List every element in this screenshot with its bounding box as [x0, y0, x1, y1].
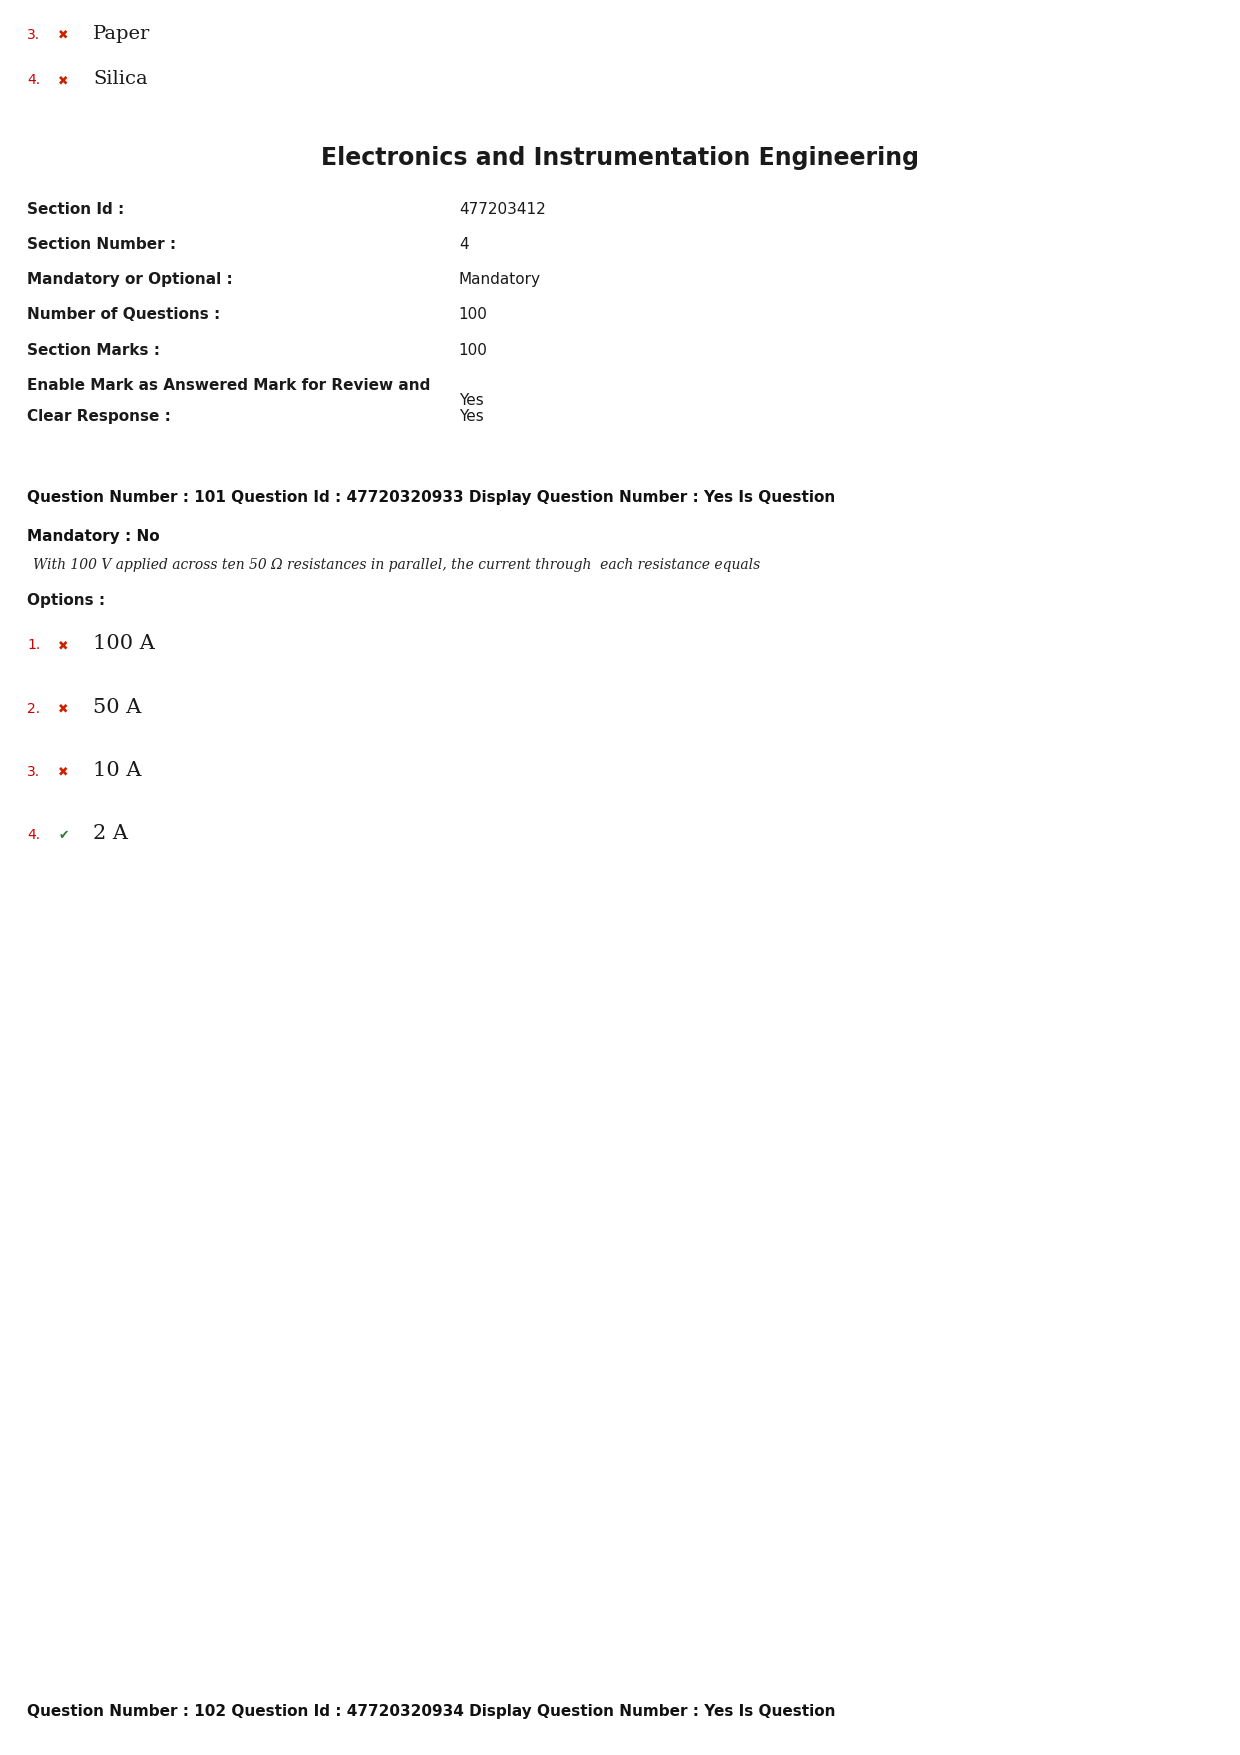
Text: ✖: ✖	[58, 639, 68, 653]
Text: Mandatory: Mandatory	[459, 272, 541, 288]
Text: Enable Mark as Answered Mark for Review and: Enable Mark as Answered Mark for Review …	[27, 377, 430, 393]
Text: Section Number :: Section Number :	[27, 237, 176, 253]
Text: ✔: ✔	[58, 828, 68, 842]
Text: 10 A: 10 A	[93, 760, 141, 779]
Text: 2.: 2.	[27, 702, 41, 716]
Text: With 100 V applied across ten 50 Ω resistances in parallel, the current through : With 100 V applied across ten 50 Ω resis…	[33, 558, 760, 572]
Text: 1.: 1.	[27, 639, 41, 653]
Text: 2 A: 2 A	[93, 823, 128, 842]
Text: Question Number : 101 Question Id : 47720320933 Display Question Number : Yes Is: Question Number : 101 Question Id : 4772…	[27, 490, 836, 505]
Text: Section Marks :: Section Marks :	[27, 342, 160, 358]
Text: 3.: 3.	[27, 28, 41, 42]
Text: Section Id :: Section Id :	[27, 202, 124, 218]
Text: 4: 4	[459, 237, 469, 253]
Text: Clear Response :: Clear Response :	[27, 409, 171, 425]
Text: ✖: ✖	[58, 28, 68, 42]
Text: Number of Questions :: Number of Questions :	[27, 307, 221, 323]
Text: ✖: ✖	[58, 702, 68, 716]
Text: Yes: Yes	[459, 409, 484, 425]
Text: 4.: 4.	[27, 74, 41, 88]
Text: 100: 100	[459, 342, 487, 358]
Text: Mandatory or Optional :: Mandatory or Optional :	[27, 272, 233, 288]
Text: Electronics and Instrumentation Engineering: Electronics and Instrumentation Engineer…	[321, 146, 919, 170]
Text: 50 A: 50 A	[93, 697, 141, 716]
Text: 100 A: 100 A	[93, 634, 155, 653]
Text: Mandatory : No: Mandatory : No	[27, 528, 160, 544]
Text: Options :: Options :	[27, 593, 105, 609]
Text: ✖: ✖	[58, 74, 68, 88]
Text: Question Number : 102 Question Id : 47720320934 Display Question Number : Yes Is: Question Number : 102 Question Id : 4772…	[27, 1704, 836, 1720]
Text: 477203412: 477203412	[459, 202, 546, 218]
Text: ✖: ✖	[58, 765, 68, 779]
Text: Silica: Silica	[93, 70, 148, 88]
Text: 100: 100	[459, 307, 487, 323]
Text: Paper: Paper	[93, 25, 150, 42]
Text: Yes: Yes	[459, 393, 484, 409]
Text: 4.: 4.	[27, 828, 41, 842]
Text: 3.: 3.	[27, 765, 41, 779]
